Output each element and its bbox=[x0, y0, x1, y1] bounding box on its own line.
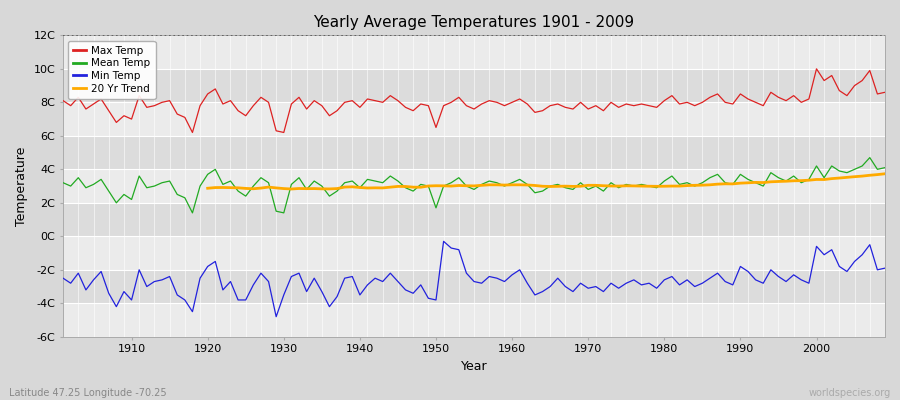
Bar bbox=[63, 102, 885, 136]
Bar bbox=[63, 35, 885, 69]
X-axis label: Year: Year bbox=[461, 360, 487, 373]
Bar bbox=[63, 303, 885, 337]
Bar bbox=[63, 136, 885, 169]
Bar bbox=[63, 69, 885, 102]
Bar bbox=[63, 169, 885, 203]
Bar bbox=[63, 236, 885, 270]
Text: worldspecies.org: worldspecies.org bbox=[809, 388, 891, 398]
Legend: Max Temp, Mean Temp, Min Temp, 20 Yr Trend: Max Temp, Mean Temp, Min Temp, 20 Yr Tre… bbox=[68, 40, 156, 99]
Y-axis label: Temperature: Temperature bbox=[15, 146, 28, 226]
Title: Yearly Average Temperatures 1901 - 2009: Yearly Average Temperatures 1901 - 2009 bbox=[313, 15, 634, 30]
Bar bbox=[63, 270, 885, 303]
Bar bbox=[63, 203, 885, 236]
Text: Latitude 47.25 Longitude -70.25: Latitude 47.25 Longitude -70.25 bbox=[9, 388, 166, 398]
